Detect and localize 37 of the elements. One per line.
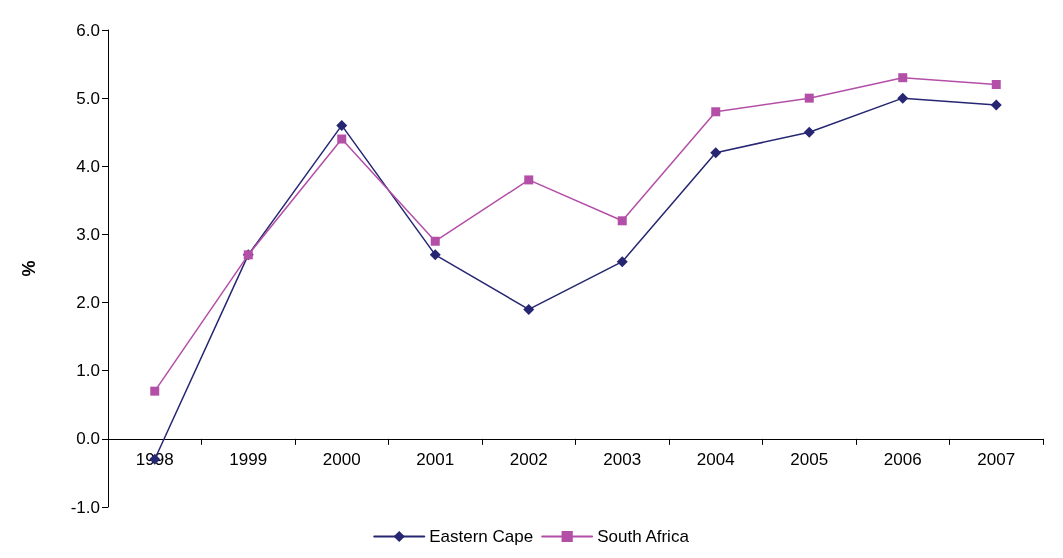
- point: [804, 93, 814, 103]
- y-tick-label: 2.0: [76, 293, 100, 313]
- x-tick-label: 2007: [977, 449, 1016, 469]
- x-tick-label: 2004: [696, 449, 735, 469]
- y-tick-label: 1.0: [76, 361, 100, 381]
- y-tick-label: -1.0: [70, 497, 100, 517]
- point: [616, 256, 628, 268]
- point: [336, 119, 348, 131]
- y-tick-label: 6.0: [76, 20, 100, 40]
- y-tick-label: 5.0: [76, 88, 100, 108]
- y-tick-label: 3.0: [76, 224, 100, 244]
- point: [897, 92, 909, 104]
- x-tick-label: 2001: [416, 449, 455, 469]
- y-tick-label: 4.0: [76, 156, 100, 176]
- y-tick-label: 0.0: [76, 429, 100, 449]
- legend-label: Eastern Cape: [429, 527, 534, 546]
- x-tick-label: 1999: [229, 449, 268, 469]
- point: [803, 126, 815, 138]
- point: [150, 386, 160, 396]
- x-tick-label: 2006: [883, 449, 922, 469]
- point: [617, 216, 627, 226]
- point: [523, 303, 535, 315]
- x-tick-label: 2005: [790, 449, 829, 469]
- point: [337, 134, 347, 144]
- point: [990, 99, 1002, 111]
- legend-label: South Africa: [597, 527, 690, 546]
- point: [430, 236, 440, 246]
- point: [898, 73, 908, 83]
- x-tick-label: 2000: [322, 449, 361, 469]
- point: [524, 175, 534, 185]
- x-tick-label: 2003: [603, 449, 642, 469]
- y-axis-title: %: [19, 260, 39, 277]
- point: [711, 107, 721, 117]
- point: [710, 147, 722, 159]
- point: [429, 249, 441, 261]
- x-tick-label: 2002: [509, 449, 548, 469]
- point: [991, 80, 1001, 90]
